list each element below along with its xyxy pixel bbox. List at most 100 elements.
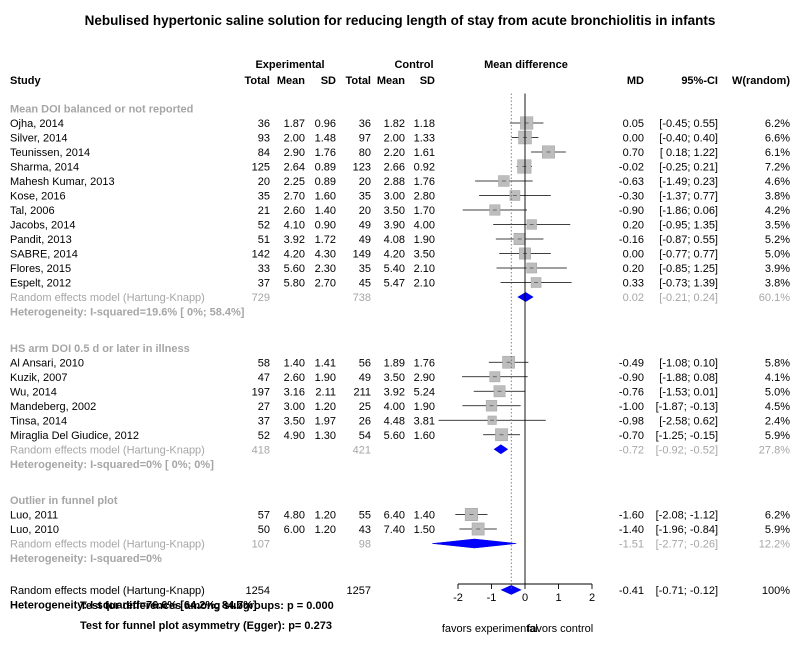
header-control: Control (394, 59, 433, 71)
md-value: -1.00 (619, 401, 644, 413)
exp-total: 35 (258, 191, 270, 203)
study-name: Tal, 2006 (10, 205, 55, 217)
ctrl-mean: 5.47 (384, 278, 405, 290)
study-name: Mandeberg, 2002 (10, 401, 96, 413)
weight-value: 6.2% (765, 118, 790, 130)
ctrl-total: 43 (359, 524, 371, 536)
study-row: Luo, 2011 57 4.80 1.20 55 6.40 1.40 -1.60 [-2.08… (10, 507, 790, 522)
ctrl-total: 49 (359, 234, 371, 246)
exp-sd: 0.96 (315, 118, 336, 130)
study-name: Jacobs, 2014 (10, 220, 75, 232)
ctrl-total: 49 (359, 372, 371, 384)
md-value: 0.20 (623, 220, 644, 232)
study-row: Kose, 2016 35 2.70 1.60 35 3.00 2.80 -0.30 [-1.3… (10, 190, 790, 203)
exp-sd: 1.30 (315, 430, 336, 442)
exp-total: 37 (258, 415, 270, 427)
exp-mean: 5.60 (284, 263, 305, 275)
header-total-c: Total (346, 75, 371, 87)
pooled-ctrl-total: 1257 (347, 585, 371, 597)
exp-total: 52 (258, 220, 270, 232)
exp-mean: 5.80 (284, 278, 305, 290)
pooled-label: Random effects model (Hartung-Knapp) (10, 292, 205, 304)
exp-mean: 2.25 (284, 176, 305, 188)
md-value: -0.70 (619, 430, 644, 442)
ctrl-mean: 3.50 (384, 372, 405, 384)
pooled-label: Random effects model (Hartung-Knapp) (10, 585, 205, 597)
exp-sd: 2.30 (315, 263, 336, 275)
md-value: -1.60 (619, 510, 644, 522)
ctrl-total: 20 (359, 205, 371, 217)
weight-value: 2.4% (765, 415, 790, 427)
pooled-exp-total: 418 (252, 444, 270, 456)
study-row: Jacobs, 2014 52 4.10 0.90 49 3.90 4.00 0.20 [-0.… (10, 219, 790, 232)
study-name: Silver, 2014 (10, 133, 67, 145)
weight-value: 5.0% (765, 386, 790, 398)
exp-total: 57 (258, 510, 270, 522)
study-name: Miraglia Del Giudice, 2012 (10, 430, 139, 442)
pooled-diamond (517, 292, 534, 302)
ci-value: [-0.45; 0.55] (659, 118, 718, 130)
pooled-row: Random effects model (Hartung-Knapp) 1254… (10, 585, 790, 597)
ctrl-mean: 4.20 (384, 249, 405, 261)
header-mean-e: Mean (277, 75, 305, 87)
ctrl-sd: 1.18 (414, 118, 435, 130)
study-row: Flores, 2015 33 5.60 2.30 35 5.40 2.10 0.20 [-0.… (10, 262, 790, 275)
test-egger: Test for funnel plot asymmetry (Egger): … (80, 620, 332, 632)
pooled-ci: [-0.71; -0.12] (656, 585, 718, 597)
pooled-exp-total: 729 (252, 292, 270, 304)
exp-mean: 4.90 (284, 430, 305, 442)
x-tick-label: -2 (453, 592, 463, 604)
x-label-left: favors experimental (442, 623, 538, 635)
pooled-diamond (432, 538, 517, 549)
ctrl-sd: 3.50 (414, 249, 435, 261)
ctrl-sd: 1.90 (414, 234, 435, 246)
exp-total: 58 (258, 357, 270, 369)
weight-value: 5.0% (765, 249, 790, 261)
ctrl-mean: 3.00 (384, 191, 405, 203)
pooled-label: Random effects model (Hartung-Knapp) (10, 444, 205, 456)
exp-mean: 1.87 (284, 118, 305, 130)
ctrl-sd: 1.60 (414, 430, 435, 442)
ctrl-total: 211 (353, 386, 371, 398)
pooled-weight: 60.1% (759, 292, 790, 304)
subgroup-label: Outlier in funnel plot (10, 495, 118, 507)
exp-sd: 0.89 (315, 176, 336, 188)
study-row: Ojha, 2014 36 1.87 0.96 36 1.82 1.18 0.05 [-0.45… (10, 116, 790, 130)
study-name: Flores, 2015 (10, 263, 71, 275)
ctrl-total: 35 (359, 263, 371, 275)
study-row: Espelt, 2012 37 5.80 2.70 45 5.47 2.10 0.33 [-0.… (10, 277, 790, 290)
pooled-ctrl-total: 98 (359, 539, 371, 551)
exp-sd: 1.90 (315, 372, 336, 384)
ctrl-sd: 0.92 (414, 162, 435, 174)
ctrl-mean: 1.89 (384, 357, 405, 369)
exp-total: 33 (258, 263, 270, 275)
study-row: Pandit, 2013 51 3.92 1.72 49 4.08 1.90 -0.16 [-0… (10, 233, 790, 246)
exp-total: 51 (258, 234, 270, 246)
pooled-diamond (500, 585, 522, 595)
exp-mean: 6.00 (284, 524, 305, 536)
md-value: -0.98 (619, 415, 644, 427)
ci-value: [-2.58; 0.62] (659, 415, 718, 427)
ctrl-mean: 7.40 (384, 524, 405, 536)
pooled-ci: [-0.92; -0.52] (656, 444, 718, 456)
weight-value: 3.5% (765, 220, 790, 232)
ctrl-sd: 1.70 (414, 205, 435, 217)
ci-value: [-0.95; 1.35] (659, 220, 718, 232)
overall-heterogeneity: Heterogeneity: I-squared=76.6% [64.2%; 8… (10, 599, 257, 611)
exp-total: 197 (252, 386, 270, 398)
ctrl-mean: 5.60 (384, 430, 405, 442)
ctrl-mean: 4.48 (384, 415, 405, 427)
md-value: 0.33 (623, 278, 644, 290)
chart-title: Nebulised hypertonic saline solution for… (85, 13, 716, 28)
study-row: Mahesh Kumar, 2013 20 2.25 0.89 20 2.88 1.76 -0… (10, 175, 790, 188)
ctrl-mean: 4.08 (384, 234, 405, 246)
weight-value: 4.5% (765, 401, 790, 413)
weight-value: 6.2% (765, 510, 790, 522)
exp-mean: 2.00 (284, 133, 305, 145)
subgroup-heterogeneity: Heterogeneity: I-squared=0% (10, 553, 162, 565)
ctrl-mean: 1.82 (384, 118, 405, 130)
exp-total: 20 (258, 176, 270, 188)
pooled-md: -0.41 (619, 585, 644, 597)
